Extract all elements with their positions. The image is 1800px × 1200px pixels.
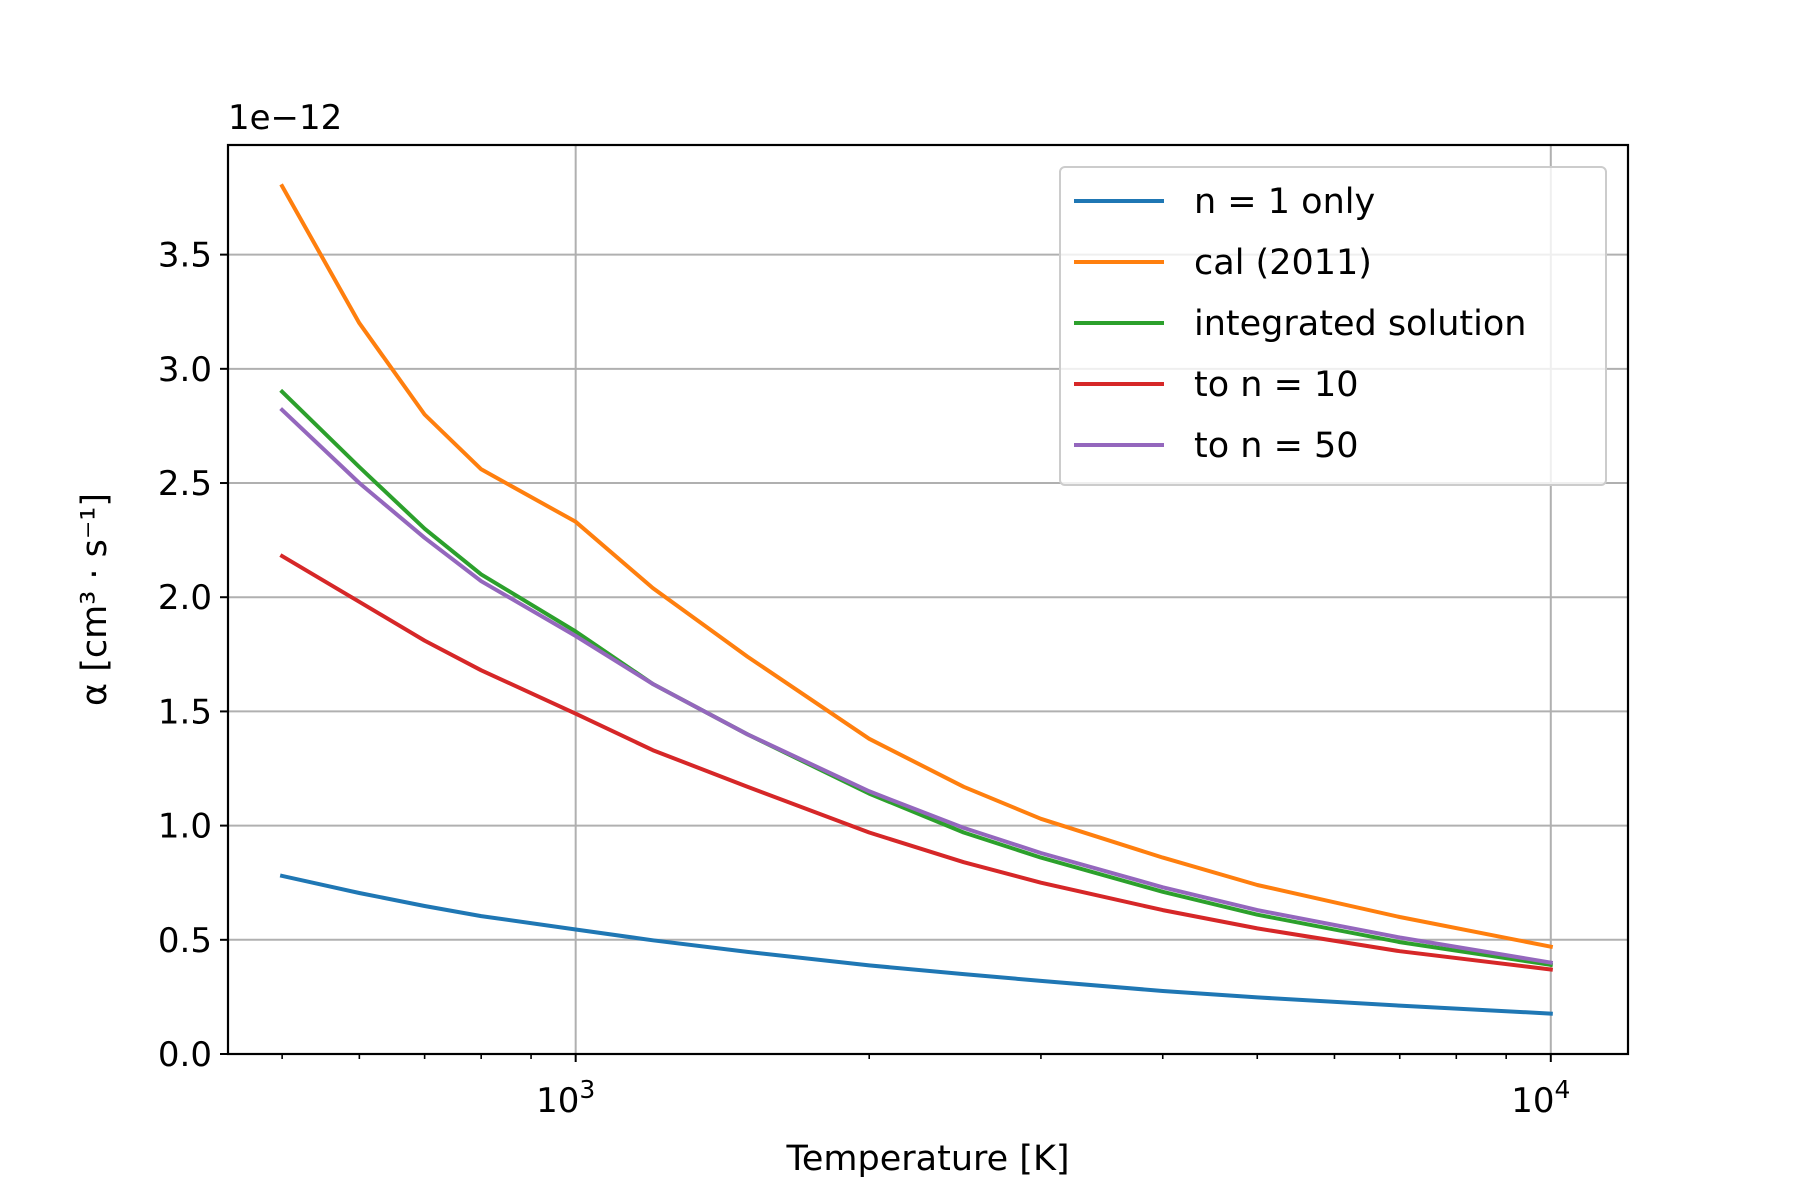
- y-tick-label: 2.5: [158, 464, 212, 504]
- y-tick-label: 1.5: [158, 692, 212, 732]
- legend-label: n = 1 only: [1194, 182, 1375, 222]
- series-layer: [279, 183, 1554, 1016]
- legend-box: [1059, 166, 1607, 486]
- legend-label: integrated solution: [1194, 304, 1526, 344]
- y-tick-label: 0.5: [158, 921, 212, 961]
- y-tick-label: 0.0: [158, 1035, 212, 1075]
- y-axis-label: α [cm³ · s⁻¹]: [75, 493, 115, 706]
- y-tick-label: 1.0: [158, 807, 212, 847]
- tick-layer: 0.0 0.5 1.0 1.5 2.0 2.5 3.0 3.5 103 104: [158, 236, 1570, 1121]
- x-tick-label: 103: [536, 1075, 595, 1121]
- series-line: [279, 873, 1553, 1016]
- y-offset-label: 1e−12: [228, 98, 342, 138]
- legend-label: to n = 10: [1194, 365, 1359, 405]
- legend-label: to n = 50: [1194, 426, 1359, 466]
- x-axis-label: Temperature [K]: [785, 1139, 1069, 1179]
- legend: n = 1 only cal (2011) integrated solution t…: [1059, 166, 1607, 486]
- grid-layer: [228, 145, 1628, 1055]
- x-tick-label: 104: [1511, 1075, 1570, 1121]
- series-line: [279, 553, 1554, 972]
- series-line: [279, 183, 1554, 950]
- y-tick-label: 3.0: [158, 350, 212, 390]
- y-tick-label: 2.0: [158, 578, 212, 618]
- plot-frame: [226, 143, 1630, 1056]
- y-tick-label: 3.5: [158, 236, 212, 276]
- series-line: [279, 407, 1554, 965]
- legend-label: cal (2011): [1194, 243, 1372, 283]
